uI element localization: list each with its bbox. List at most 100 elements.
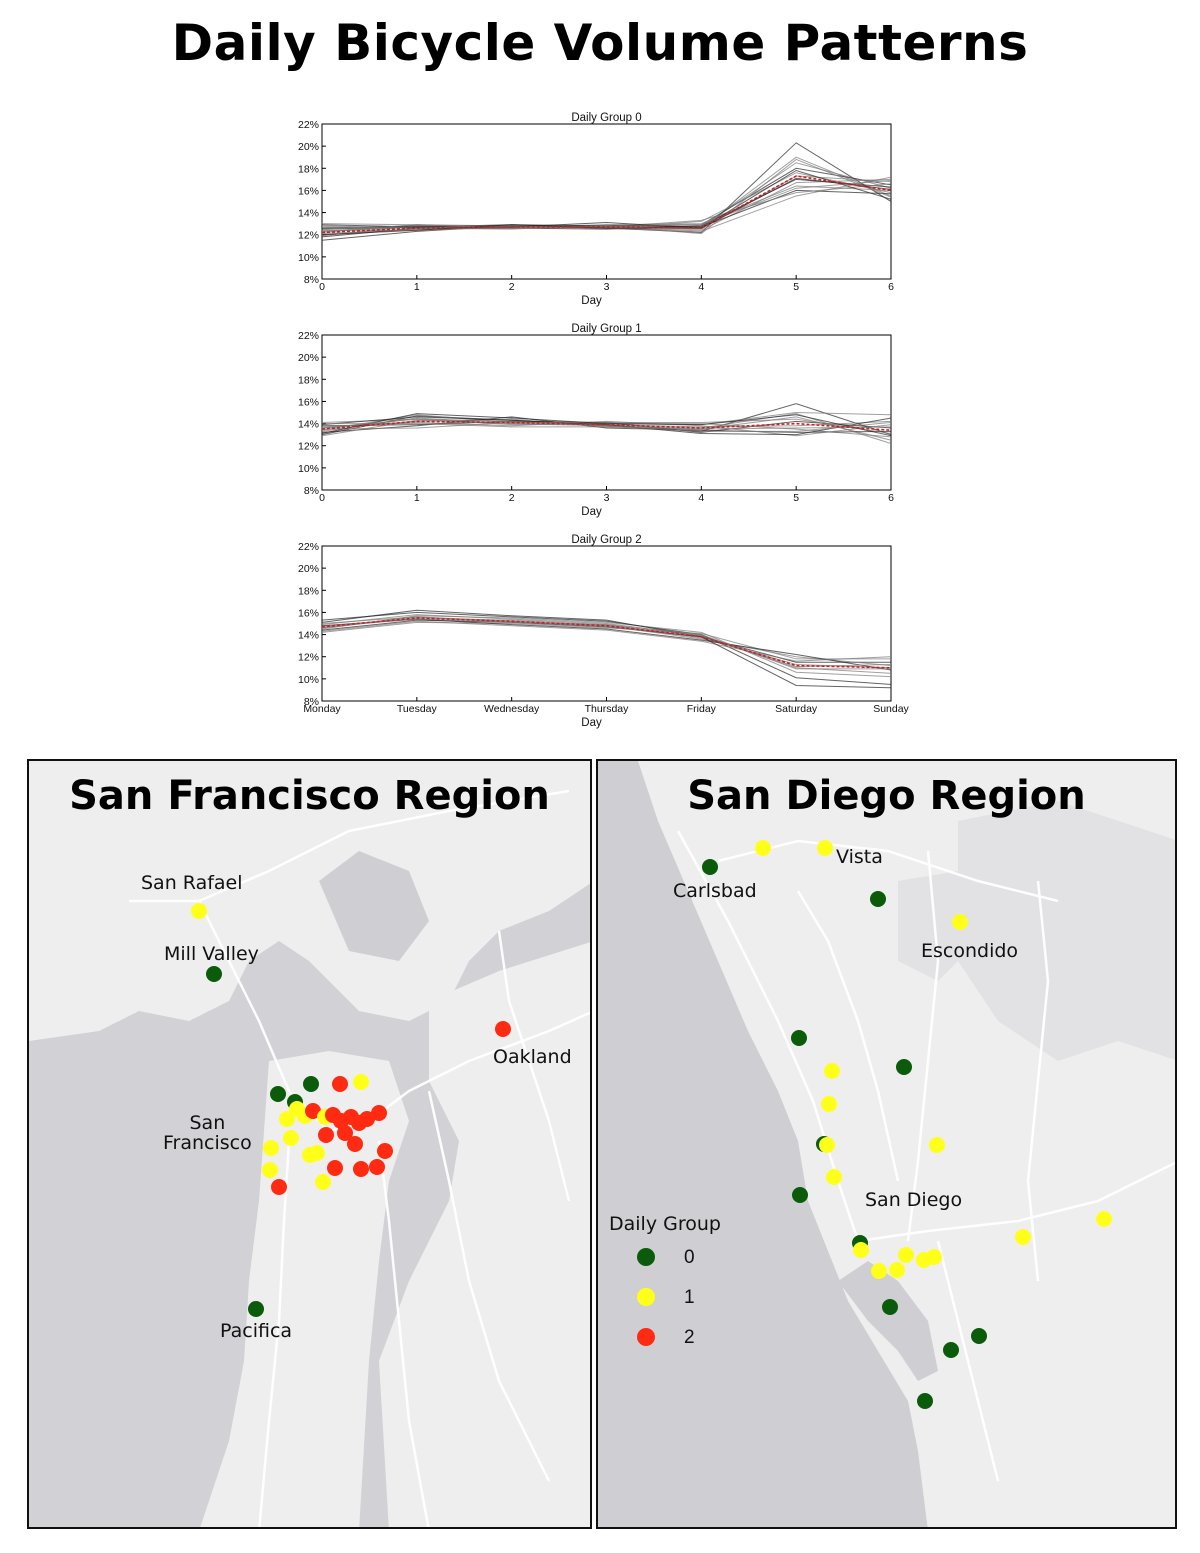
y-tick-label: 8% bbox=[304, 274, 319, 286]
series-line bbox=[321, 418, 892, 435]
x-tick-label: 0 bbox=[319, 492, 325, 504]
page-title: Daily Bicycle Volume Patterns bbox=[171, 14, 1029, 72]
label-san-diego: San Diego bbox=[865, 1189, 963, 1211]
station-point[interactable] bbox=[191, 903, 207, 919]
mean-line bbox=[321, 617, 892, 669]
sf-map-title: San Francisco Region bbox=[69, 773, 550, 819]
station-point[interactable] bbox=[353, 1161, 369, 1177]
mean-line bbox=[321, 420, 892, 432]
series-line bbox=[321, 179, 892, 229]
x-axis-label: Day bbox=[581, 717, 602, 729]
station-point[interactable] bbox=[332, 1076, 348, 1092]
station-point[interactable] bbox=[943, 1342, 959, 1358]
station-point[interactable] bbox=[1015, 1229, 1031, 1245]
station-point[interactable] bbox=[870, 891, 886, 907]
station-point[interactable] bbox=[270, 1086, 286, 1102]
station-point[interactable] bbox=[262, 1162, 278, 1178]
station-point[interactable] bbox=[917, 1393, 933, 1409]
x-tick-label: 3 bbox=[604, 492, 610, 504]
sd-inland bbox=[958, 801, 1175, 1061]
series-line bbox=[321, 158, 892, 235]
sd-map-base bbox=[598, 761, 1175, 1527]
series-line bbox=[321, 416, 892, 433]
x-axis-label: Day bbox=[581, 506, 602, 518]
station-point[interactable] bbox=[337, 1125, 353, 1141]
station-point[interactable] bbox=[303, 1076, 319, 1092]
station-point[interactable] bbox=[952, 914, 968, 930]
y-tick-label: 22% bbox=[298, 330, 319, 342]
station-point[interactable] bbox=[495, 1021, 511, 1037]
x-tick-label: 2 bbox=[509, 281, 515, 293]
station-point[interactable] bbox=[318, 1127, 334, 1143]
map-san-diego[interactable]: San Diego Region Carlsbad Vista Escondid… bbox=[596, 759, 1177, 1529]
station-point[interactable] bbox=[327, 1160, 343, 1176]
station-point[interactable] bbox=[369, 1159, 385, 1175]
station-point[interactable] bbox=[819, 1137, 835, 1153]
y-tick-label: 8% bbox=[304, 696, 319, 708]
y-tick-label: 12% bbox=[298, 441, 319, 453]
station-point[interactable] bbox=[279, 1111, 295, 1127]
sd-legend-markers bbox=[637, 1248, 655, 1346]
station-point[interactable] bbox=[792, 1187, 808, 1203]
station-point[interactable] bbox=[821, 1096, 837, 1112]
x-tick-label: 5 bbox=[793, 281, 799, 293]
station-point[interactable] bbox=[817, 840, 833, 856]
station-point[interactable] bbox=[971, 1328, 987, 1344]
station-point[interactable] bbox=[826, 1169, 842, 1185]
station-point[interactable] bbox=[926, 1249, 942, 1265]
map-san-francisco[interactable]: San Francisco Region San Rafael Mill Val… bbox=[27, 759, 592, 1529]
mean-line bbox=[321, 175, 892, 234]
station-point[interactable] bbox=[882, 1299, 898, 1315]
station-point[interactable] bbox=[263, 1140, 279, 1156]
legend-marker-0 bbox=[637, 1248, 655, 1266]
station-point[interactable] bbox=[702, 859, 718, 875]
station-point[interactable] bbox=[791, 1030, 807, 1046]
y-tick-label: 20% bbox=[298, 352, 319, 364]
x-tick-label: 3 bbox=[604, 281, 610, 293]
y-tick-label: 12% bbox=[298, 230, 319, 242]
station-point[interactable] bbox=[755, 840, 771, 856]
y-tick-label: 10% bbox=[298, 252, 319, 264]
station-point[interactable] bbox=[305, 1103, 321, 1119]
station-point[interactable] bbox=[315, 1174, 331, 1190]
label-mill-valley: Mill Valley bbox=[164, 943, 259, 965]
x-tick-label: 1 bbox=[414, 281, 420, 293]
series-line bbox=[321, 416, 892, 436]
chart-2: Daily Group 2 8% 10% 12% 14% 16% 18% 20% 22% Mond… bbox=[298, 534, 910, 729]
series-line bbox=[321, 621, 891, 660]
station-point[interactable] bbox=[347, 1136, 363, 1152]
label-vista: Vista bbox=[836, 846, 883, 868]
charts-area: Daily Group 08%10%12%14%16%18%20%22%0 1 2 3… bbox=[298, 112, 910, 729]
y-tick-label: 18% bbox=[298, 585, 319, 597]
label-escondido: Escondido bbox=[921, 940, 1019, 962]
legend-marker-2 bbox=[637, 1328, 655, 1346]
station-point[interactable] bbox=[377, 1143, 393, 1159]
station-point[interactable] bbox=[359, 1111, 375, 1127]
x-axis-label: Day bbox=[581, 295, 602, 307]
station-point[interactable] bbox=[871, 1263, 887, 1279]
station-point[interactable] bbox=[896, 1059, 912, 1075]
series-line bbox=[321, 420, 892, 437]
sd-map-title: San Diego Region bbox=[687, 773, 1086, 819]
x-tick-label: 5 bbox=[793, 492, 799, 504]
station-point[interactable] bbox=[853, 1242, 869, 1258]
y-tick-label: 20% bbox=[298, 141, 319, 153]
label-san-francisco: San Francisco bbox=[163, 1112, 252, 1154]
x-tick-label: 4 bbox=[698, 281, 704, 293]
station-point[interactable] bbox=[248, 1301, 264, 1317]
sd-ocean bbox=[598, 761, 928, 1527]
station-point[interactable] bbox=[371, 1105, 387, 1121]
station-point[interactable] bbox=[898, 1247, 914, 1263]
station-point[interactable] bbox=[929, 1137, 945, 1153]
station-point[interactable] bbox=[283, 1130, 299, 1146]
station-point[interactable] bbox=[206, 966, 222, 982]
station-point[interactable] bbox=[1096, 1211, 1112, 1227]
station-point[interactable] bbox=[271, 1179, 287, 1195]
x-tick-label: Tuesday bbox=[397, 703, 438, 715]
x-tick-label: Wednesday bbox=[484, 703, 540, 715]
station-point[interactable] bbox=[889, 1262, 905, 1278]
station-point[interactable] bbox=[353, 1074, 369, 1090]
sd-station-points bbox=[702, 840, 1112, 1409]
station-point[interactable] bbox=[309, 1145, 325, 1161]
station-point[interactable] bbox=[824, 1063, 840, 1079]
